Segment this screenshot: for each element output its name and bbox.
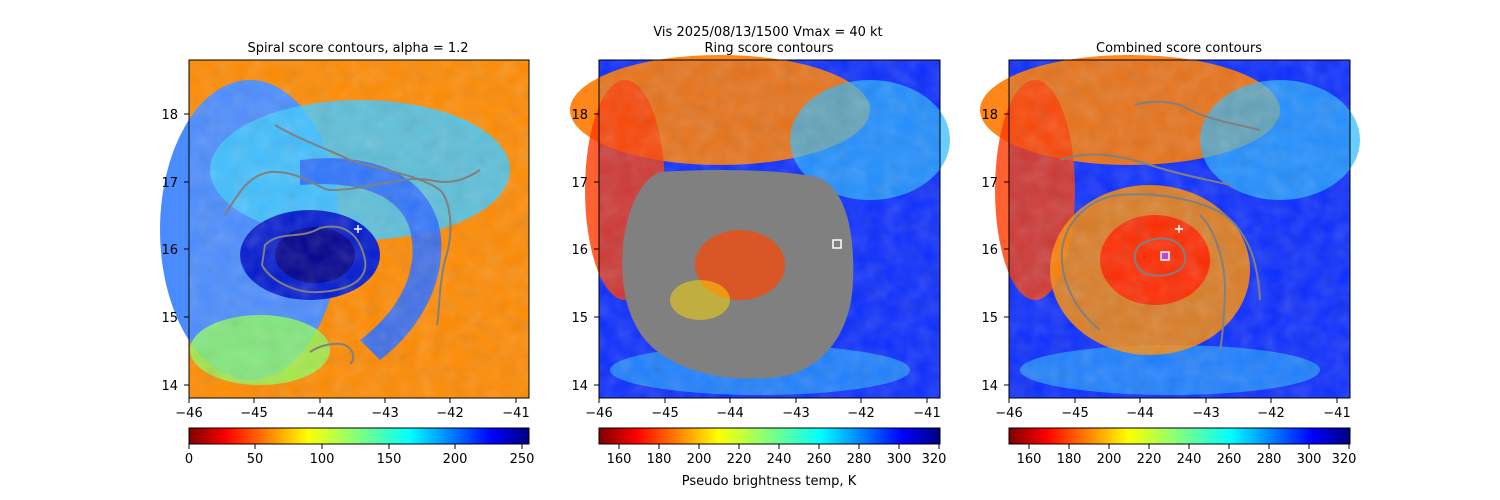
- colorbar-tick: 260: [807, 452, 832, 467]
- colorbar-tick: 250: [510, 452, 535, 467]
- y-tick-label: 15: [571, 311, 588, 326]
- y-tick-label: 17: [161, 176, 178, 191]
- contour: [1133, 237, 1187, 277]
- colorbar-tick: 180: [1057, 452, 1082, 467]
- x-tick-label: −42: [436, 406, 463, 421]
- plot-area: [160, 59, 530, 399]
- colorbar-tick: 320: [922, 452, 947, 467]
- colorbar-tick: 320: [1332, 452, 1357, 467]
- x-tick-label: −42: [847, 406, 874, 421]
- y-tick-label: 15: [161, 311, 178, 326]
- contour: [1059, 153, 1231, 186]
- panel-title: Combined score contours: [1096, 41, 1262, 56]
- contour: [309, 342, 355, 365]
- y-tick-label: 18: [571, 108, 588, 123]
- x-tick-label: −41: [1323, 406, 1350, 421]
- x-tick-label: −45: [240, 406, 267, 421]
- y-tick-label: 17: [981, 176, 998, 191]
- colorbar-tick: 220: [1137, 452, 1162, 467]
- colorbar-tick: 180: [647, 452, 672, 467]
- x-tick-label: −42: [1257, 406, 1284, 421]
- inner-yellow: [670, 280, 730, 320]
- center-marker-plus: [354, 225, 362, 233]
- colorbar-tick: 0: [185, 452, 193, 467]
- x-tick-label: −44: [306, 406, 333, 421]
- y-axis: 14 15 16 17 18: [161, 108, 189, 394]
- colorbar: 0 50 100 150 200 250: [185, 427, 535, 467]
- contour: [1134, 100, 1261, 131]
- plot-frame: [188, 59, 530, 399]
- suptitle: Vis 2025/08/13/1500 Vmax = 40 kt: [653, 25, 882, 40]
- colorbar-tick: 300: [1297, 452, 1322, 467]
- panel-title: Ring score contours: [704, 41, 833, 56]
- colorbar-tick: 280: [847, 452, 872, 467]
- x-tick-label: −45: [1061, 406, 1088, 421]
- colorbar-tick: 200: [687, 452, 712, 467]
- plot-frame: [1008, 59, 1351, 399]
- x-tick-label: −41: [502, 406, 529, 421]
- panel-title: Spiral score contours, alpha = 1.2: [247, 41, 468, 56]
- y-tick-label: 18: [981, 108, 998, 123]
- y-tick-label: 16: [571, 243, 588, 258]
- contour: [224, 169, 481, 216]
- x-tick-label: −44: [1126, 406, 1153, 421]
- center-marker-square: [832, 239, 842, 249]
- colorbar-tick: 240: [767, 452, 792, 467]
- colorbar-tick: 220: [727, 452, 752, 467]
- x-tick-label: −41: [913, 406, 940, 421]
- colorbar-tick: 200: [443, 452, 468, 467]
- colorbar-tick: 50: [247, 452, 264, 467]
- y-tick-label: 15: [981, 311, 998, 326]
- contour: [260, 225, 367, 294]
- center-marker-square: [1160, 251, 1170, 261]
- colorbar-tick: 200: [1097, 452, 1122, 467]
- y-tick-label: 16: [161, 243, 178, 258]
- colorbar-tick: 150: [377, 452, 402, 467]
- x-axis: −46 −45 −44 −43 −42 −41: [175, 398, 530, 421]
- x-axis: −46 −45 −44 −43 −42 −41: [995, 398, 1351, 421]
- colorbar-tick: 160: [1017, 452, 1042, 467]
- plot-area: [980, 55, 1360, 399]
- x-tick-label: −43: [782, 406, 809, 421]
- x-tick-label: −45: [651, 406, 678, 421]
- inner-warm: [695, 230, 785, 300]
- y-tick-label: 14: [981, 379, 998, 394]
- colorbar-tick: 260: [1217, 452, 1242, 467]
- y-tick-label: 14: [161, 379, 178, 394]
- x-tick-label: −46: [995, 406, 1022, 421]
- panel-combined: Combined score contours −46 −45 −44 −43 …: [980, 41, 1360, 467]
- panel-ring: Ring score contours −46 −45 −44 −43 −42 …: [570, 41, 950, 489]
- colorbar-label: Pseudo brightness temp, K: [682, 474, 857, 489]
- x-tick-label: −44: [716, 406, 743, 421]
- colorbar: 160 180 200 220 240 260 280 300 320: [1008, 427, 1357, 467]
- y-axis: 14 15 16 17 18: [981, 108, 1009, 394]
- colorbar-tick: 240: [1177, 452, 1202, 467]
- y-tick-label: 14: [571, 379, 588, 394]
- colorbar-tick: 160: [607, 452, 632, 467]
- colorbar-tick: 100: [310, 452, 335, 467]
- x-axis: −46 −45 −44 −43 −42 −41: [585, 398, 941, 421]
- x-tick-label: −46: [585, 406, 612, 421]
- contour: [1060, 193, 1261, 331]
- plot-area: [570, 55, 950, 399]
- colorbar-tick: 280: [1257, 452, 1282, 467]
- contour: [1199, 214, 1227, 351]
- x-tick-label: −43: [1192, 406, 1219, 421]
- colorbar: 160 180 200 220 240 260 280 300 320 Pseu…: [598, 427, 947, 489]
- plot-frame: [598, 59, 941, 399]
- x-tick-label: −43: [371, 406, 398, 421]
- center-marker-plus: [1175, 225, 1183, 233]
- panel-spiral: Spiral score contours, alpha = 1.2 −46 −…: [160, 41, 534, 467]
- y-axis: 14 15 16 17 18: [571, 108, 599, 394]
- y-tick-label: 18: [161, 108, 178, 123]
- colorbar-tick: 300: [887, 452, 912, 467]
- y-tick-label: 16: [981, 243, 998, 258]
- y-tick-label: 17: [571, 176, 588, 191]
- x-tick-label: −46: [175, 406, 202, 421]
- contour: [274, 124, 452, 326]
